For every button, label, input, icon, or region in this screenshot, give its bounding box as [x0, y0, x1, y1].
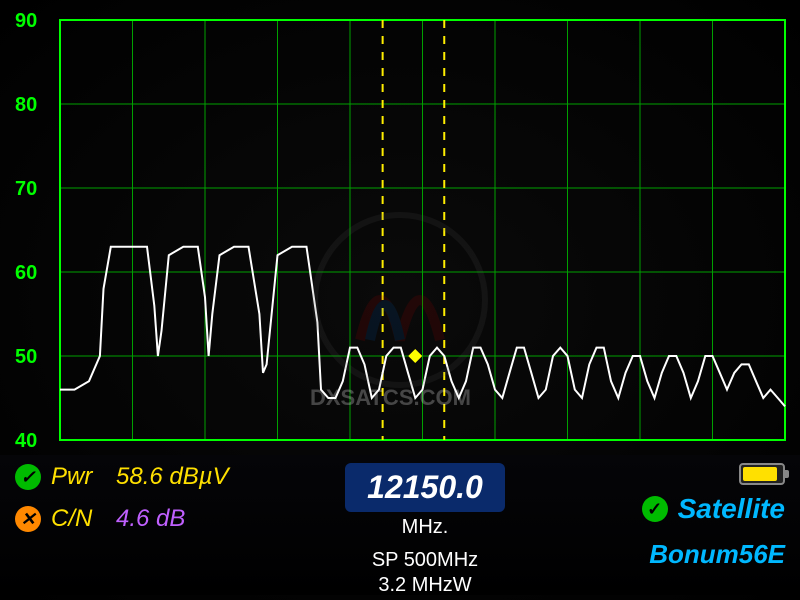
cn-reading: ✕ C/N 4.6 dB	[15, 505, 275, 533]
check-icon: ✓	[15, 464, 41, 490]
power-reading: ✓ Pwr 58.6 dBµV	[15, 463, 275, 491]
satellite-name: Bonum56E	[649, 539, 785, 570]
satellite-label: Satellite	[678, 493, 785, 525]
svg-text:40: 40	[15, 430, 37, 450]
cn-label: C/N	[51, 505, 106, 533]
frequency-unit: MHz.	[402, 516, 449, 539]
svg-text:90: 90	[15, 10, 37, 32]
status-panel: ✓ Pwr 58.6 dBµV ✕ C/N 4.6 dB 12150.0 MHz…	[0, 455, 800, 595]
power-value: 58.6 dBµV	[116, 463, 229, 491]
cn-value: 4.6 dB	[116, 505, 185, 533]
power-label: Pwr	[51, 463, 106, 491]
svg-text:60: 60	[15, 262, 37, 284]
frequency-value: 12150.0	[345, 463, 505, 512]
svg-text:70: 70	[15, 178, 37, 200]
satellite-status: ✓ Satellite	[642, 493, 785, 525]
svg-text:50: 50	[15, 346, 37, 368]
rbw-info: 3.2 MHzW	[378, 574, 471, 597]
battery-icon	[739, 463, 785, 485]
battery-fill	[743, 467, 777, 481]
warn-icon: ✕	[15, 506, 41, 532]
check-icon: ✓	[642, 496, 668, 522]
span-info: SP 500MHz	[372, 549, 478, 572]
spectrum-chart: 90 80 70 60 50 40	[10, 10, 790, 450]
svg-text:80: 80	[15, 94, 37, 116]
